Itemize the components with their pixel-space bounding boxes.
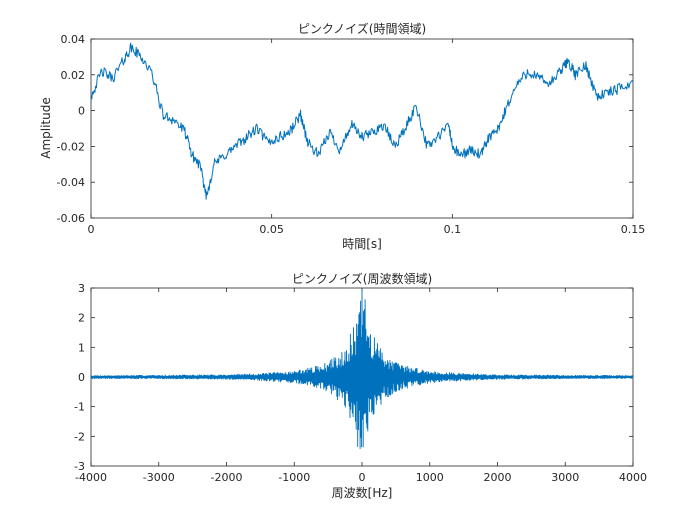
- freq-x-tick-label: -4000: [75, 471, 107, 484]
- time-y-tick-label: 0: [78, 105, 85, 118]
- freq-x-tick-label: 1000: [416, 471, 444, 484]
- time-x-tick-label: 0.1: [444, 223, 462, 236]
- frequency-series-line: [90, 289, 634, 450]
- freq-y-tick-label: 3: [78, 282, 85, 295]
- freq-x-tick-label: -3000: [143, 471, 175, 484]
- time-x-tick-label: 0.05: [259, 223, 284, 236]
- time-domain-plot: ピンクノイズ(時間領域) 0 0.05 0.1 0.15 -0.06-0.04-0.0…: [39, 21, 645, 251]
- frequency-domain-plot: ピンクノイズ(周波数領域) -4000 -3000 -2000 -1000 0 1000 2…: [74, 271, 647, 500]
- freq-x-tick-label: 2000: [484, 471, 512, 484]
- time-x-ticks: 0 0.05 0.1 0.15: [88, 39, 646, 236]
- freq-y-tick-label: 0: [78, 371, 85, 384]
- freq-x-tick-label: -1000: [278, 471, 310, 484]
- time-y-ticks: -0.06 -0.04 -0.02 0 0.02 0.04: [57, 33, 633, 225]
- time-plot-title: ピンクノイズ(時間領域): [298, 21, 426, 36]
- freq-y-tick-label: 2: [78, 312, 85, 325]
- freq-x-tick-label: 3000: [551, 471, 579, 484]
- freq-plot-title: ピンクノイズ(周波数領域): [292, 271, 432, 286]
- freq-x-axis-label: 周波数[Hz]: [332, 485, 393, 500]
- time-y-tick-label: -0.06: [57, 212, 85, 225]
- freq-y-tick-label: 1: [78, 341, 85, 354]
- freq-x-tick-label: 4000: [619, 471, 647, 484]
- time-axes-box: [90, 38, 634, 219]
- time-y-axis-label: Amplitude: [39, 97, 53, 159]
- time-y-tick-label: -0.02: [57, 140, 85, 153]
- time-y-tick-label: 0.02: [61, 69, 86, 82]
- freq-x-tick-label: -2000: [211, 471, 243, 484]
- time-y-tick-label: 0.04: [61, 33, 86, 46]
- time-x-tick-label: 0: [88, 223, 95, 236]
- time-x-axis-label: 時間[s]: [342, 237, 382, 251]
- time-series-line: [91, 42, 634, 200]
- freq-y-tick-label: -1: [74, 401, 85, 414]
- time-y-tick-label: -0.04: [57, 176, 85, 189]
- freq-x-ticks: -4000 -3000 -2000 -1000 0 1000 2000 3000 4000: [75, 288, 647, 484]
- time-x-tick-label: 0.15: [621, 223, 646, 236]
- freq-x-tick-label: 0: [359, 471, 366, 484]
- freq-y-ticks: -3 -2 -1 0 1 2 3: [74, 282, 633, 473]
- freq-y-tick-label: -3: [74, 460, 85, 473]
- freq-y-tick-label: -2: [74, 430, 85, 443]
